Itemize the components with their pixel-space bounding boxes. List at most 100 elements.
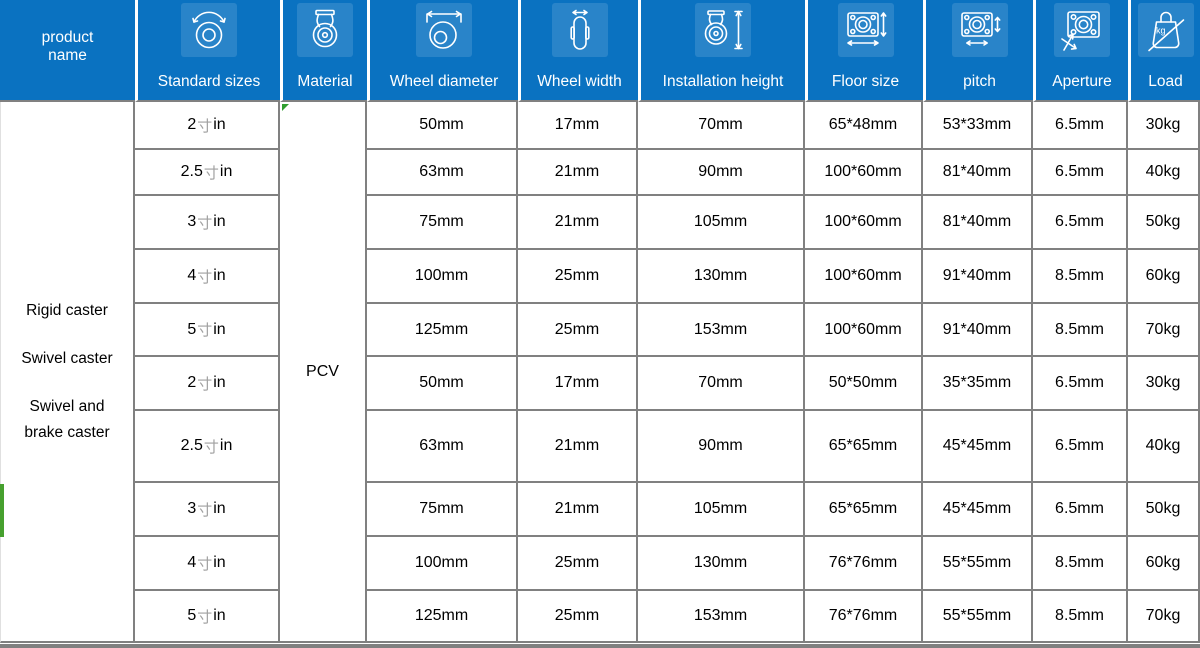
wheel-diameter-cell: 100mm: [367, 537, 518, 591]
floor-size-cell: 100*60mm: [805, 196, 923, 250]
aperture-cell: 8.5mm: [1033, 537, 1128, 591]
standard-sizes-icon: [181, 3, 237, 57]
pitch-cell: 81*40mm: [923, 150, 1033, 196]
floor-size-cell: 100*60mm: [805, 150, 923, 196]
column-header-pitch: pitch: [923, 0, 1033, 102]
material-icon: [297, 3, 353, 57]
aperture-cell: 6.5mm: [1033, 102, 1128, 150]
pitch-icon: [951, 3, 1008, 57]
load-cell: 50kg: [1128, 483, 1200, 537]
installation-height-cell: 130mm: [638, 537, 805, 591]
load-cell: 50kg: [1128, 196, 1200, 250]
floor-size-cell: 100*60mm: [805, 250, 923, 304]
column-header-label: Standard sizes: [157, 72, 261, 90]
material-cell: PCV: [280, 102, 367, 643]
wheel-width-cell: 21mm: [518, 411, 638, 483]
column-header-floor-size: Floor size: [805, 0, 923, 102]
standard-size-cell: 3 寸 in: [135, 196, 280, 250]
installation-height-cell: 130mm: [638, 250, 805, 304]
installation-height-cell: 90mm: [638, 411, 805, 483]
cell-comment-marker: [282, 104, 289, 111]
wheel-diameter-cell: 50mm: [367, 357, 518, 411]
floor-size-cell: 76*76mm: [805, 591, 923, 643]
column-header-label: Aperture: [1052, 72, 1112, 90]
product-name-line: Swivel caster: [21, 349, 113, 367]
column-header-wheel-diameter: Wheel diameter: [367, 0, 518, 102]
standard-size-cell: 4 寸 in: [135, 250, 280, 304]
floor-size-icon: [837, 3, 894, 57]
column-header-label: Material: [297, 72, 353, 90]
wheel-width-cell: 17mm: [518, 102, 638, 150]
installation-height-cell: 105mm: [638, 196, 805, 250]
standard-size-cell: 3 寸 in: [135, 483, 280, 537]
wheel-width-cell: 21mm: [518, 483, 638, 537]
floor-size-cell: 76*76mm: [805, 537, 923, 591]
wheel-diameter-cell: 63mm: [367, 411, 518, 483]
column-header-label: Wheel diameter: [389, 72, 499, 90]
installation-height-cell: 153mm: [638, 591, 805, 643]
aperture-icon: [1054, 3, 1110, 57]
wheel-width-cell: 25mm: [518, 250, 638, 304]
wheel-width-cell: 21mm: [518, 196, 638, 250]
aperture-cell: 8.5mm: [1033, 304, 1128, 357]
wheel-diameter-cell: 63mm: [367, 150, 518, 196]
column-header-product-name: product name: [0, 0, 135, 102]
product-name-line: Rigid caster: [26, 301, 108, 319]
load-icon-kg-text: kg: [1156, 26, 1166, 36]
column-header-material: Material: [280, 0, 367, 102]
aperture-cell: 6.5mm: [1033, 483, 1128, 537]
bottom-border-bar: [0, 643, 1200, 648]
column-header-installation-height: Installation height: [638, 0, 805, 102]
pitch-cell: 45*45mm: [923, 411, 1033, 483]
standard-size-cell: 2 寸 in: [135, 357, 280, 411]
column-header-load: kg Load: [1128, 0, 1200, 102]
load-icon: kg: [1137, 3, 1194, 57]
load-cell: 70kg: [1128, 304, 1200, 357]
wheel-diameter-cell: 75mm: [367, 196, 518, 250]
aperture-cell: 6.5mm: [1033, 150, 1128, 196]
wheel-width-icon: [551, 3, 608, 57]
floor-size-cell: 65*65mm: [805, 483, 923, 537]
pitch-cell: 45*45mm: [923, 483, 1033, 537]
column-header-label: Installation height: [662, 72, 784, 90]
wheel-width-cell: 25mm: [518, 591, 638, 643]
load-cell: 60kg: [1128, 537, 1200, 591]
column-header-label: Floor size: [831, 72, 900, 90]
pitch-cell: 91*40mm: [923, 250, 1033, 304]
standard-size-cell: 2.5 寸 in: [135, 411, 280, 483]
installation-height-icon: [695, 3, 751, 57]
column-header-label: Load: [1148, 72, 1183, 90]
column-header-wheel-width: Wheel width: [518, 0, 638, 102]
installation-height-cell: 90mm: [638, 150, 805, 196]
load-cell: 60kg: [1128, 250, 1200, 304]
aperture-cell: 6.5mm: [1033, 196, 1128, 250]
load-cell: 40kg: [1128, 150, 1200, 196]
wheel-width-cell: 17mm: [518, 357, 638, 411]
standard-size-cell: 5 寸 in: [135, 591, 280, 643]
column-header-aperture: Aperture: [1033, 0, 1128, 102]
wheel-diameter-cell: 125mm: [367, 591, 518, 643]
installation-height-cell: 105mm: [638, 483, 805, 537]
aperture-cell: 6.5mm: [1033, 411, 1128, 483]
pitch-cell: 55*55mm: [923, 537, 1033, 591]
pitch-cell: 91*40mm: [923, 304, 1033, 357]
floor-size-cell: 100*60mm: [805, 304, 923, 357]
wheel-width-cell: 21mm: [518, 150, 638, 196]
column-header-label: product name: [41, 28, 94, 64]
standard-size-cell: 2 寸 in: [135, 102, 280, 150]
floor-size-cell: 65*48mm: [805, 102, 923, 150]
standard-size-cell: 2.5 寸 in: [135, 150, 280, 196]
wheel-width-cell: 25mm: [518, 304, 638, 357]
left-edge-green-strip: [0, 484, 4, 537]
floor-size-cell: 50*50mm: [805, 357, 923, 411]
wheel-diameter-cell: 100mm: [367, 250, 518, 304]
load-cell: 30kg: [1128, 357, 1200, 411]
column-header-label: Wheel width: [537, 72, 622, 90]
aperture-cell: 8.5mm: [1033, 591, 1128, 643]
pitch-cell: 81*40mm: [923, 196, 1033, 250]
column-header-standard-sizes: Standard sizes: [135, 0, 280, 102]
installation-height-cell: 70mm: [638, 102, 805, 150]
installation-height-cell: 70mm: [638, 357, 805, 411]
aperture-cell: 6.5mm: [1033, 357, 1128, 411]
